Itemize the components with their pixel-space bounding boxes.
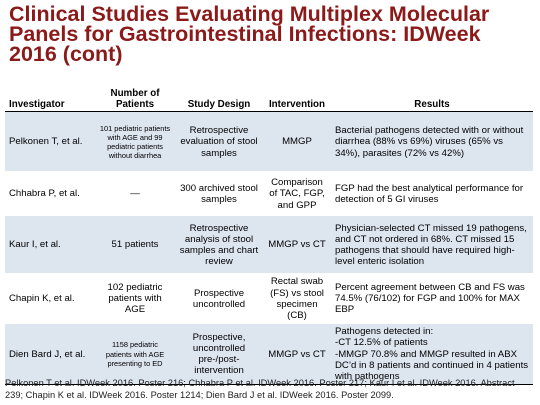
header-investigator: Investigator [5, 88, 95, 113]
table-row: Kaur I, et al. 51 patients Retrospective… [5, 215, 533, 274]
header-design: Study Design [175, 88, 263, 113]
cell-investigator: Chapin K, et al. [5, 273, 95, 324]
slide-title: Clinical Studies Evaluating Multiplex Mo… [9, 2, 490, 66]
cell-design: Prospective, uncontrolled pre-/post-inte… [175, 323, 263, 386]
table-row: Pelkonen T, et al. 101 pediatric patient… [5, 111, 533, 172]
cell-results: Physician-selected CT missed 19 pathogen… [331, 215, 533, 274]
table-row: Chapin K, et al. 102 pediatric patients … [5, 273, 533, 324]
cell-design: 300 archived stool samples [175, 171, 263, 216]
header-patients: Number of Patients [95, 88, 175, 113]
cell-patients: 51 patients [95, 215, 175, 274]
cell-intervention: Rectal swab (FS) vs stool specimen (CB) [263, 273, 331, 324]
cell-results: FGP had the best analytical performance … [331, 171, 533, 216]
header-intervention: Intervention [263, 88, 331, 113]
cell-patients: — [95, 171, 175, 216]
table-row: Chhabra P, et al. — 300 archived stool s… [5, 171, 533, 216]
cell-results: Bacterial pathogens detected with or wit… [331, 111, 533, 172]
cell-design: Prospective uncontrolled [175, 273, 263, 324]
cell-patients: 101 pediatric patients with AGE and 99 p… [95, 111, 175, 172]
cell-patients: 1158 pediatric patients with AGE present… [95, 323, 175, 386]
cell-results: Percent agreement between CB and FS was … [331, 273, 533, 324]
studies-table: Investigator Number of Patients Study De… [5, 88, 533, 386]
cell-intervention: MMGP [263, 111, 331, 172]
cell-investigator: Chhabra P, et al. [5, 171, 95, 216]
cell-patients: 102 pediatric patients with AGE [95, 273, 175, 324]
cell-investigator: Dien Bard J, et al. [5, 323, 95, 386]
cell-design: Retrospective evaluation of stool sample… [175, 111, 263, 172]
cell-design: Retrospective analysis of stool samples … [175, 215, 263, 274]
cell-investigator: Pelkonen T, et al. [5, 111, 95, 172]
table-row: Dien Bard J, et al. 1158 pediatric patie… [5, 323, 533, 386]
references-footnote: Pelkonen T et al. IDWeek 2016. Poster 21… [5, 378, 515, 400]
cell-intervention: Comparison of TAC, FGP, and GPP [263, 171, 331, 216]
table-header-row: Investigator Number of Patients Study De… [5, 88, 533, 113]
cell-results: Pathogens detected in: -CT 12.5% of pati… [331, 323, 533, 386]
cell-intervention: MMGP vs CT [263, 215, 331, 274]
cell-intervention: MMGP vs CT [263, 323, 331, 386]
cell-investigator: Kaur I, et al. [5, 215, 95, 274]
header-results: Results [331, 88, 533, 113]
